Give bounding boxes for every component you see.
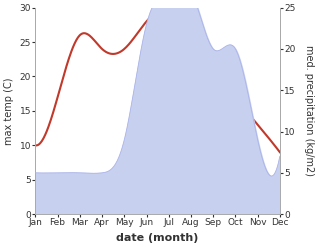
- Y-axis label: max temp (C): max temp (C): [4, 77, 14, 145]
- X-axis label: date (month): date (month): [116, 233, 199, 243]
- Y-axis label: med. precipitation (kg/m2): med. precipitation (kg/m2): [304, 45, 314, 176]
